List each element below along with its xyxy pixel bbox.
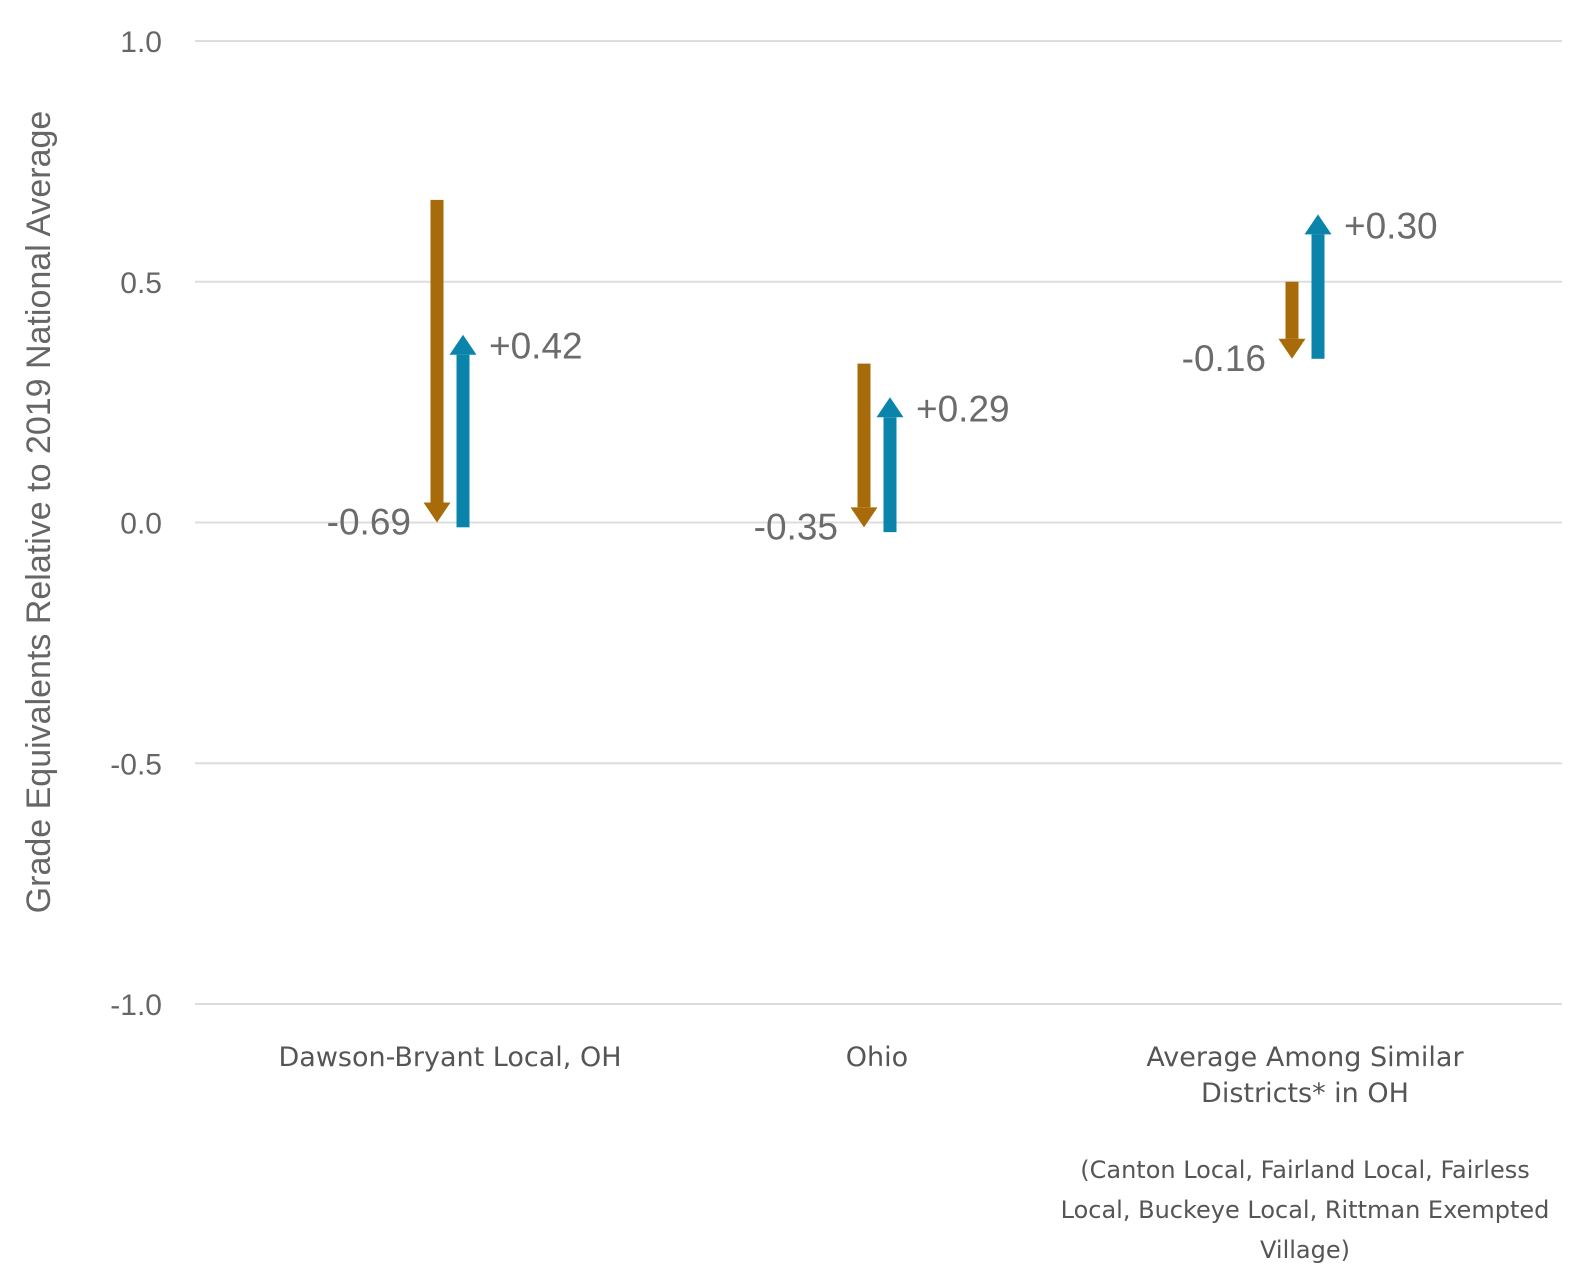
category-label: Average Among Similar (1146, 1042, 1464, 1073)
arrow-marks: -0.69 +0.42 -0.35 +0.29 -0.16 +0.30 (327, 199, 1438, 547)
recovery-value-label: +0.30 (1344, 205, 1438, 246)
decline-value-label: -0.16 (1182, 338, 1266, 379)
category-note: Village) (1260, 1236, 1350, 1264)
recovery-arrow-shaft (883, 417, 897, 533)
category-note: Local, Buckeye Local, Rittman Exempted (1061, 1196, 1550, 1224)
decline-arrow-head (1278, 338, 1306, 359)
decline-arrow (423, 199, 451, 523)
recovery-arrow-shaft (1311, 234, 1325, 359)
y-axis-title: Grade Equivalents Relative to 2019 Natio… (20, 111, 58, 914)
y-tick-label: 1.0 (120, 26, 162, 59)
recovery-arrow-head (876, 397, 904, 418)
decline-arrow-shaft (430, 199, 444, 503)
recovery-arrow (449, 334, 477, 528)
category-labels: Dawson-Bryant Local, OH Ohio Average Among… (278, 1042, 1549, 1264)
decline-arrow-head (850, 507, 878, 528)
category-label: Districts* in OH (1201, 1078, 1409, 1109)
recovery-arrow (876, 397, 904, 533)
recovery-arrow-shaft (456, 354, 470, 528)
gridlines (195, 40, 1562, 1005)
decline-arrow (850, 363, 878, 528)
decline-value-label: -0.35 (754, 506, 838, 547)
recovery-value-label: +0.29 (916, 388, 1010, 429)
recovery-arrow-head (449, 334, 477, 355)
y-tick-label: -1.0 (110, 989, 162, 1022)
y-tick-label: -0.5 (110, 748, 162, 781)
category-label: Ohio (846, 1042, 908, 1073)
decline-arrow (1278, 281, 1306, 359)
decline-arrow-head (423, 502, 451, 523)
recovery-value-label: +0.42 (489, 326, 583, 367)
category-label: Dawson-Bryant Local, OH (278, 1042, 621, 1073)
y-tick-label: 0.0 (120, 508, 162, 541)
decline-arrow-shaft (857, 363, 871, 508)
recovery-arrow (1304, 214, 1332, 359)
recovery-arrow-head (1304, 214, 1332, 235)
y-tick-label: 0.5 (120, 267, 162, 300)
category-note: (Canton Local, Fairland Local, Fairless (1080, 1156, 1529, 1184)
decline-value-label: -0.69 (327, 502, 411, 543)
decline-arrow-shaft (1285, 281, 1299, 339)
y-tick-labels: 1.0 0.5 0.0 -0.5 -1.0 (110, 26, 162, 1022)
